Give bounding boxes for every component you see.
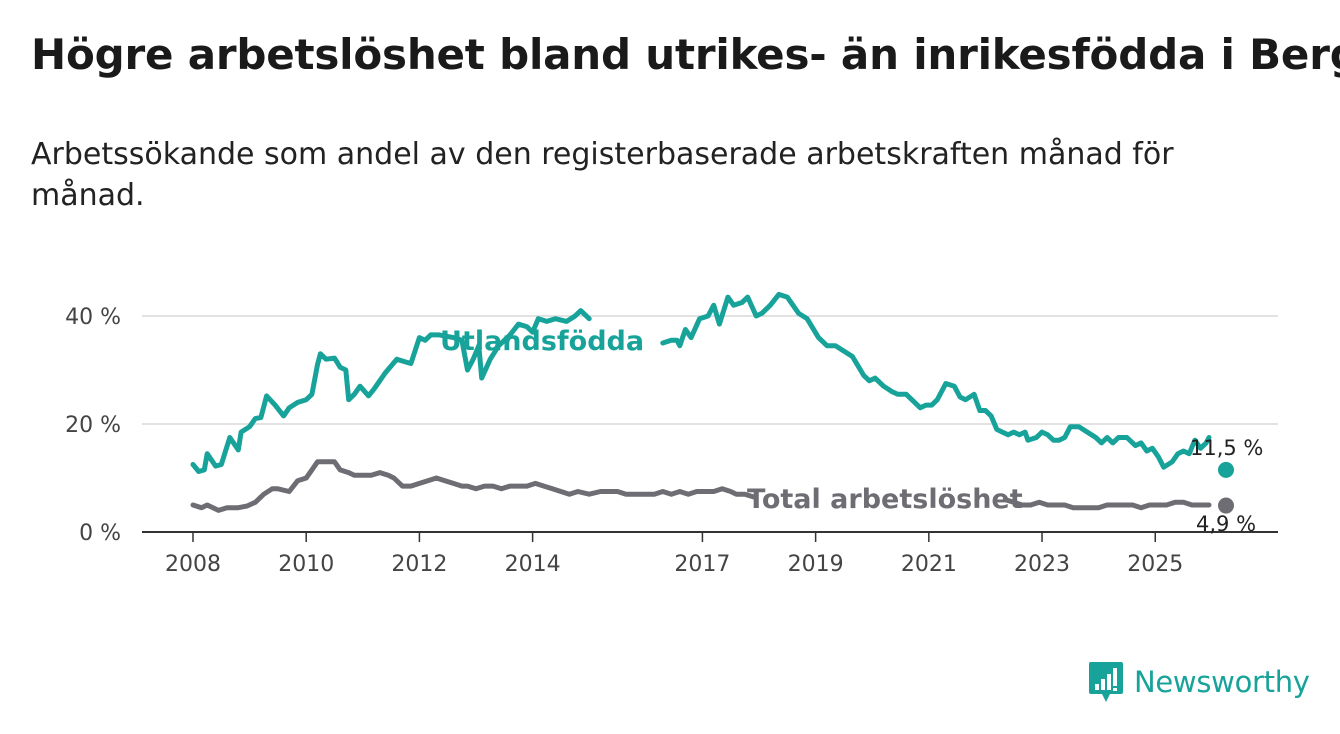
y-axis-ticks: 0 % 20 % 40 %	[65, 305, 121, 546]
end-label-total: 4,9 %	[1196, 512, 1256, 536]
brand-logo[interactable]: Newsworthy	[1088, 660, 1310, 704]
series-label-utlandsfodda: Utlandsfödda	[440, 326, 644, 357]
y-tick-label: 40 %	[65, 305, 121, 330]
series-label-total: Total arbetslöshet	[747, 484, 1023, 515]
end-marker-total	[1218, 497, 1234, 514]
end-label-utlandsfodda: 11,5 %	[1190, 436, 1263, 460]
x-tick-label: 2019	[788, 552, 844, 577]
x-axis-ticks: 2008 2010 2012 2014 2017 2019 2021 2023 2025	[165, 532, 1183, 577]
y-tick-label: 20 %	[65, 413, 121, 438]
x-tick-label: 2012	[391, 552, 447, 577]
series-line-utlandsfodda	[190, 291, 1212, 474]
brand-name: Newsworthy	[1134, 665, 1310, 699]
chart-subtitle: Arbetssökande som andel av den registerb…	[31, 137, 1174, 213]
end-marker-utlandsfodda	[1218, 461, 1234, 478]
x-tick-label: 2025	[1127, 552, 1183, 577]
newsworthy-logo-icon	[1089, 662, 1123, 702]
x-tick-label: 2017	[674, 552, 730, 577]
series-labels: Utlandsfödda Total arbetslöshet 11,5 % 4,9 …	[440, 326, 1263, 536]
x-tick-label: 2014	[505, 552, 561, 577]
series-lines	[190, 291, 1234, 514]
x-tick-label: 2023	[1014, 552, 1070, 577]
series-line-total	[190, 459, 1212, 513]
x-tick-label: 2021	[901, 552, 957, 577]
y-tick-label: 0 %	[79, 521, 121, 546]
grid-lines	[142, 315, 1278, 533]
x-tick-label: 2008	[165, 552, 221, 577]
chart-title: Högre arbetslöshet bland utrikes- än inr…	[31, 30, 1340, 79]
x-tick-label: 2010	[278, 552, 334, 577]
